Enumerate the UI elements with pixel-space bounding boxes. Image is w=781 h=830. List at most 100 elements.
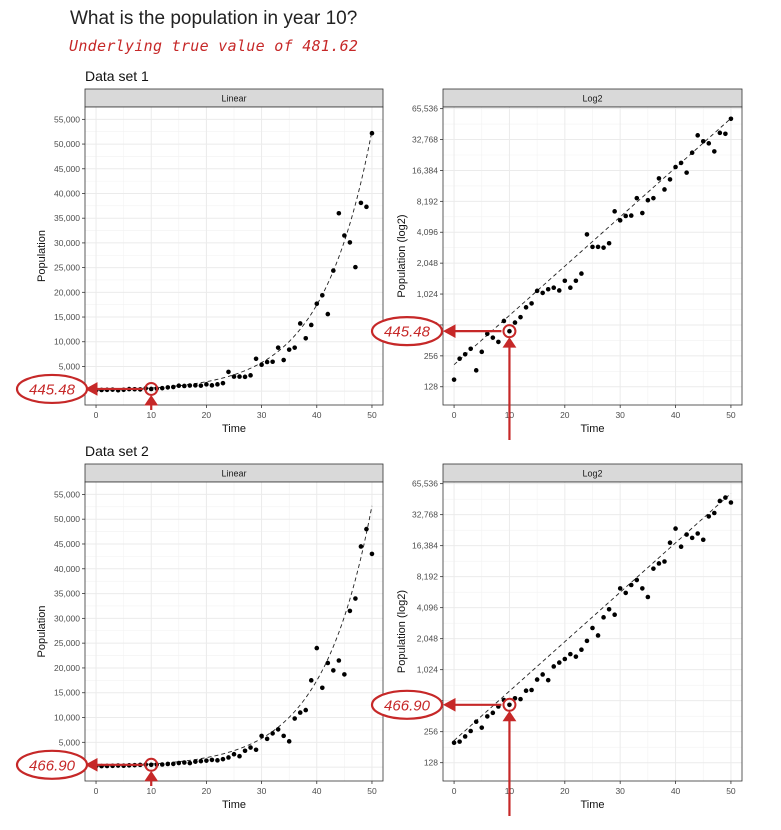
ds1-log-data-point [628,213,634,218]
ds1-linear-data-point [297,321,303,326]
ds2-linear-data-point [325,660,331,666]
ds1-log-data-point [457,356,462,362]
ds1-log-data-point [601,245,606,250]
ds2-log-data-point [645,594,651,600]
ds2-linear-data-point [297,710,303,715]
ds1-log-y-tick-label: 4,096 [417,227,439,237]
ds2-linear-data-point [347,608,353,614]
ds1-log-data-point [479,349,485,355]
ds2-log-data-point [617,586,623,591]
ds2-log-callout-value: 466.90 [384,697,431,714]
page-title: What is the population in year 10? [70,8,358,29]
ds1-log-data-point [717,130,723,136]
dataset-2-label: Data set 2 [85,443,149,459]
ds2-linear-y-tick-label: 50,000 [54,514,80,524]
ds2-log-data-point [606,606,612,612]
ds2-linear-data-point [148,762,154,768]
ds2-linear-data-point [253,747,259,753]
ds2-log-data-point [534,677,540,682]
ds2-linear-data-point [275,727,281,732]
ds2-log-data-point [623,590,629,596]
ds1-log-data-point [706,141,712,146]
ds2-linear-data-point [187,760,193,766]
ds2-linear-data-point [226,755,231,760]
ds2-log-data-point [551,664,557,669]
ds2-linear-data-point [231,751,237,757]
ds1-linear-callout-value: 445.48 [29,381,76,398]
ds2-linear-y-tick-label: 10,000 [54,713,80,723]
ds2-linear-data-point [248,745,253,750]
ds1-log-data-point [523,305,529,310]
ds2-log-data-point [689,535,695,541]
ds2-log-strip-label: Log2 [582,469,602,479]
ds1-linear-data-point [171,384,176,390]
ds1-log-y-tick-label: 256 [424,351,438,361]
ds2-log-y-tick-label: 8,192 [417,572,439,582]
ds2-linear-x-tick-label: 0 [94,786,99,796]
ds2-log-data-point [700,537,706,543]
ds2-log-data-point [628,582,634,588]
ds2-linear-data-point [358,544,364,549]
ds2-log-y-tick-label: 256 [424,727,438,737]
ds1-log-y-tick-label: 128 [424,382,438,392]
ds1-log-y-tick-label: 16,384 [412,165,438,175]
ds2-linear-y-tick-label: 5,000 [59,737,81,747]
ds2-linear-data-point [176,760,182,766]
ds2-log-data-point [529,687,534,693]
ds1-linear-data-point [275,345,281,350]
ds1-log-data-point [534,288,540,294]
ds2-linear-strip-label: Linear [221,469,246,479]
ds2-linear-y-tick-label: 25,000 [54,638,80,648]
ds2-linear-y-tick-label: 40,000 [54,564,80,574]
ds2-log-data-point [673,526,678,531]
ds2-linear-data-point [303,707,309,713]
ds1-log-x-tick-label: 50 [726,410,736,420]
ds2-log-x-tick-label: 30 [615,786,625,796]
ds2-linear-data-point [320,685,325,691]
ds2-linear-data-point [204,758,209,763]
ds1-linear-data-point [286,347,292,352]
ds1-log-data-point [545,286,551,292]
ds1-log-horizontal-arrowhead [442,324,456,338]
ds1-log-y-tick-label: 65,536 [412,104,438,114]
ds1-log-strip-label: Log2 [582,94,602,104]
ds2-log-horizontal-arrowhead [442,697,456,712]
ds1-log-annotation: 445.48 [370,316,517,440]
ds1-linear-x-tick-label: 40 [312,410,322,420]
ds2-linear-data-point [171,761,176,767]
ds1-log-y-tick-label: 2,048 [417,258,439,268]
ds2-log-data-point [490,710,496,716]
ds2-linear-data-point [165,761,171,767]
ds1-log-data-point [700,139,706,144]
ds2-log-data-point [667,540,673,546]
ds2-linear-x-tick-label: 10 [146,786,156,796]
ds1-log-data-point [684,170,689,175]
ds2-log-data-point [562,656,568,662]
ds1-log-data-point [468,346,473,352]
ds2-linear-x-tick-label: 30 [257,786,267,796]
ds1-linear-data-point [270,359,275,365]
ds2-log-x-axis-title: Time [580,799,604,811]
ds1-log-data-point [579,271,584,276]
ds1-linear-data-point [331,268,336,273]
ds1-log-data-point [490,335,496,340]
ds1-log-data-point [556,288,562,293]
ds2-log-data-point [651,566,656,571]
ds1-linear-y-tick-label: 20,000 [54,287,80,297]
ds2-linear-y-axis-title: Population [36,606,48,658]
ds2-log-x-tick-label: 0 [452,786,457,796]
subtitle-annotation: Underlying true value of 481.62 [69,37,359,55]
ds2-linear-data-point [193,759,198,764]
ds1-log-data-point [640,210,645,216]
ds1-linear-data-point [215,382,220,387]
ds1-log-y-tick-label: 32,768 [412,135,438,145]
ds2-log-data-point [595,633,601,638]
ds2-log-data-point [473,719,479,724]
ds2-log-y-tick-label: 1,024 [417,665,439,675]
ds2-linear-x-tick-label: 40 [312,786,322,796]
ds2-linear-y-tick-label: 15,000 [54,688,80,698]
ds1-linear-data-point [253,356,259,362]
ds1-log-data-point [540,290,545,296]
ds1-log-data-point [695,133,700,138]
ds1-linear-data-point [148,386,154,392]
